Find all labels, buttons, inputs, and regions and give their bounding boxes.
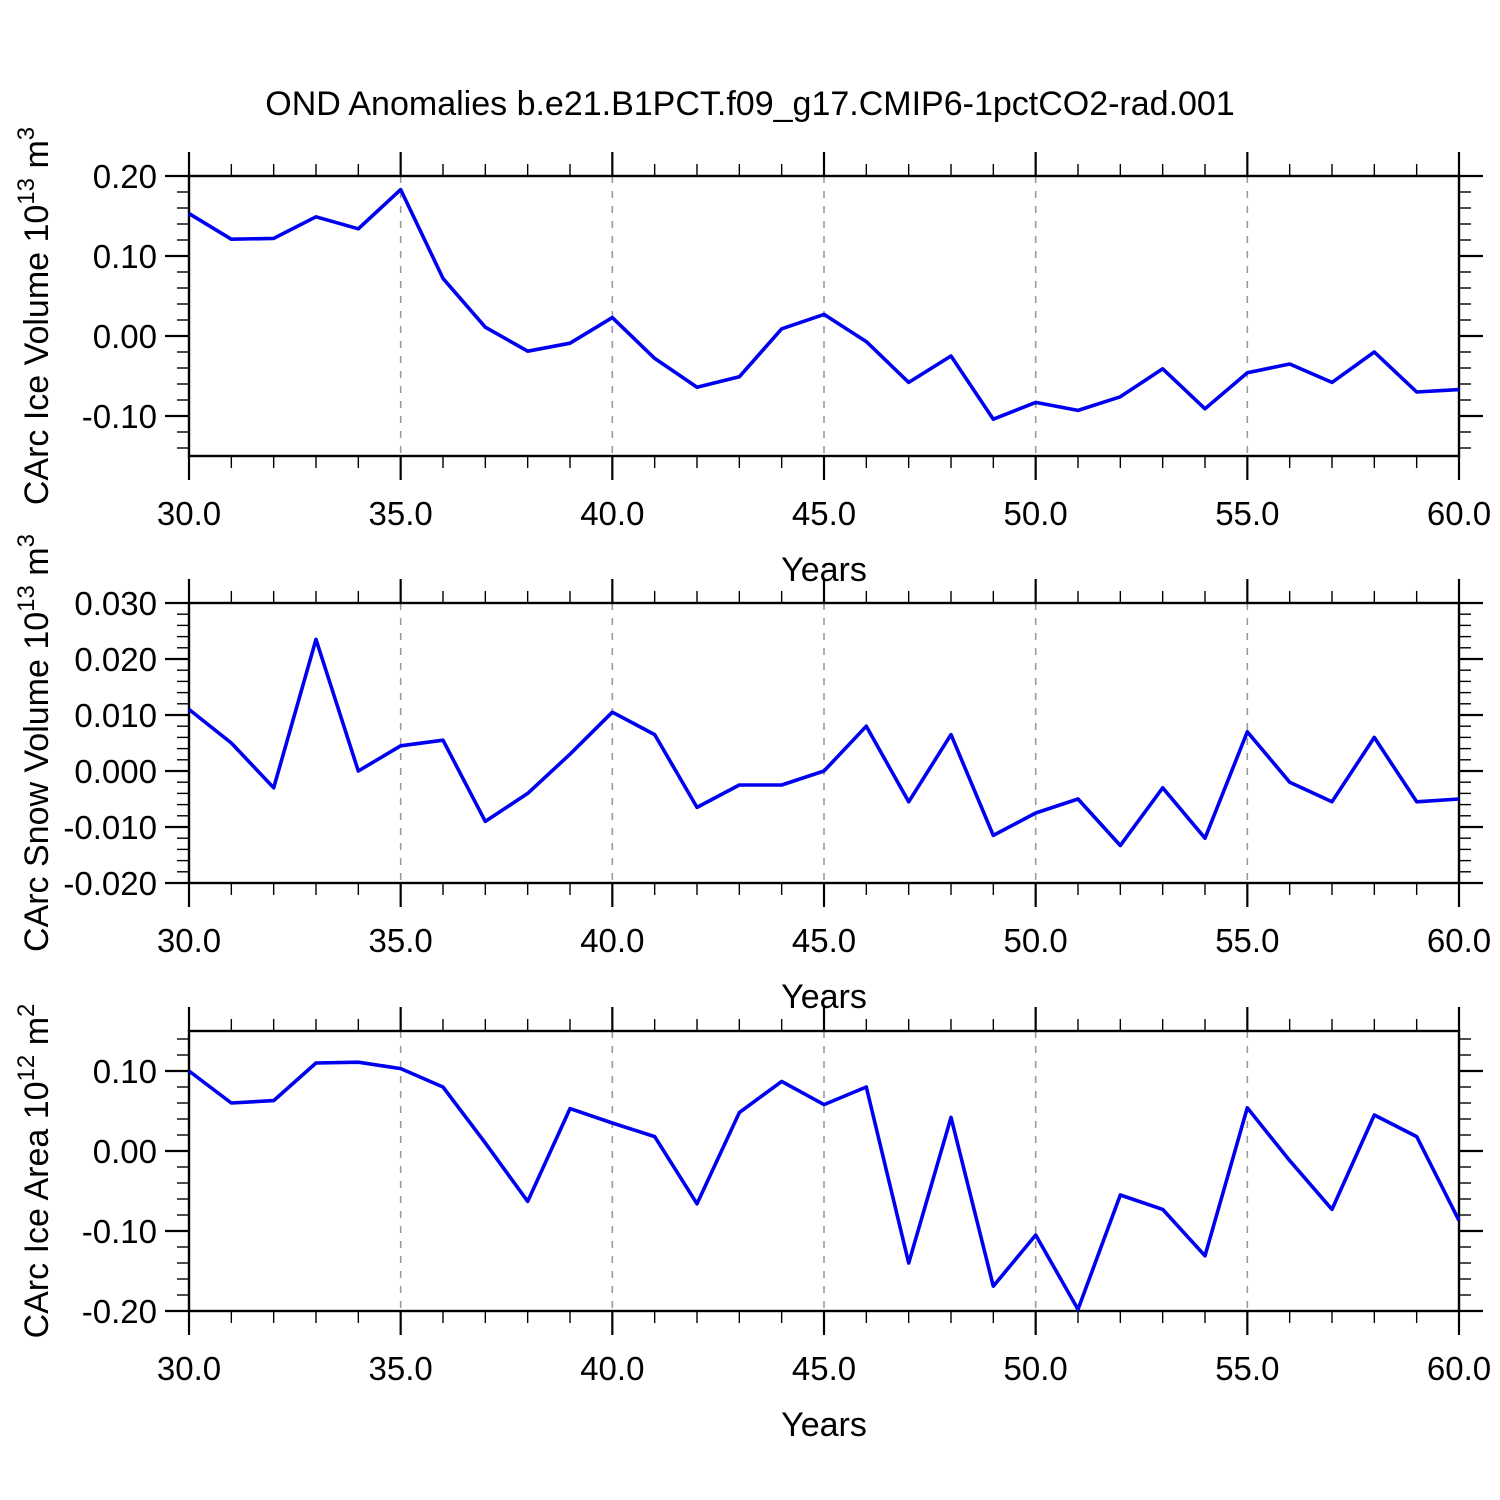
y-axis-title: CArc Ice Area 1012 m2 <box>13 1004 56 1339</box>
y-tick-label: 0.10 <box>93 238 157 275</box>
x-tick-label: 45.0 <box>792 922 856 959</box>
y-tick-label: -0.010 <box>63 809 157 846</box>
y-tick-label: -0.020 <box>63 865 157 902</box>
x-tick-label: 55.0 <box>1215 495 1279 532</box>
x-tick-label: 50.0 <box>1004 922 1068 959</box>
y-tick-label: 0.030 <box>74 585 157 622</box>
y-tick-label: 0.020 <box>74 641 157 678</box>
y-tick-label: -0.10 <box>82 398 157 435</box>
panel-carc-snow-volume: 30.0 35.0 40.0 45.0 50.0 55.0 60.0 0.030 0.020 0.… <box>13 534 1491 1016</box>
plot-frame <box>187 601 1461 885</box>
data-line-carc-snow-volume <box>187 637 1460 848</box>
x-tick-label: 30.0 <box>157 1350 221 1387</box>
y-tick-label: 0.00 <box>93 318 157 355</box>
data-line-carc-ice-volume <box>188 187 1460 422</box>
x-tick-label: 50.0 <box>1004 495 1068 532</box>
figure-title: OND Anomalies b.e21.B1PCT.f09_g17.CMIP6-… <box>265 85 1235 123</box>
x-tick-label: 35.0 <box>369 1350 433 1387</box>
panel-carc-ice-area: 30.0 35.0 40.0 45.0 50.0 55.0 60.0 0.10 0.00 -0.1… <box>13 1004 1491 1444</box>
y-tick-label: 0.00 <box>93 1133 157 1170</box>
y-tick-label: 0.20 <box>93 158 157 195</box>
y-tick-label: 0.000 <box>74 753 157 790</box>
y-axis-title: CArc Ice Volume 1013 m3 <box>13 127 56 505</box>
x-tick-label: 35.0 <box>369 922 433 959</box>
x-tick-label: 60.0 <box>1427 1350 1491 1387</box>
data-line-carc-ice-area <box>187 1060 1461 1312</box>
y-tick-label: -0.20 <box>82 1293 157 1330</box>
y-tick-label: 0.010 <box>74 697 157 734</box>
x-tick-label: 60.0 <box>1427 922 1491 959</box>
panels-group: 30.0 35.0 40.0 45.0 50.0 55.0 60.0 0.20 0.10 0.00… <box>13 127 1491 1444</box>
y-tick-label: -0.10 <box>82 1213 157 1250</box>
x-tick-label: 45.0 <box>792 495 856 532</box>
y-axis-title: CArc Snow Volume 1013 m3 <box>13 534 56 952</box>
x-tick-label: 35.0 <box>369 495 433 532</box>
x-tick-label: 30.0 <box>157 495 221 532</box>
x-tick-label: 55.0 <box>1215 922 1279 959</box>
panel-carc-ice-volume: 30.0 35.0 40.0 45.0 50.0 55.0 60.0 0.20 0.10 0.00… <box>13 127 1491 589</box>
x-tick-label: 30.0 <box>157 922 221 959</box>
x-tick-label: 50.0 <box>1004 1350 1068 1387</box>
x-axis-title: Years <box>781 1406 867 1444</box>
x-tick-label: 40.0 <box>580 495 644 532</box>
x-tick-label: 40.0 <box>580 922 644 959</box>
x-tick-label: 55.0 <box>1215 1350 1279 1387</box>
y-tick-label: 0.10 <box>93 1053 157 1090</box>
x-tick-label: 60.0 <box>1427 495 1491 532</box>
x-tick-label: 40.0 <box>580 1350 644 1387</box>
plot-frame <box>187 1029 1461 1313</box>
plot-frame <box>187 174 1461 458</box>
x-tick-label: 45.0 <box>792 1350 856 1387</box>
